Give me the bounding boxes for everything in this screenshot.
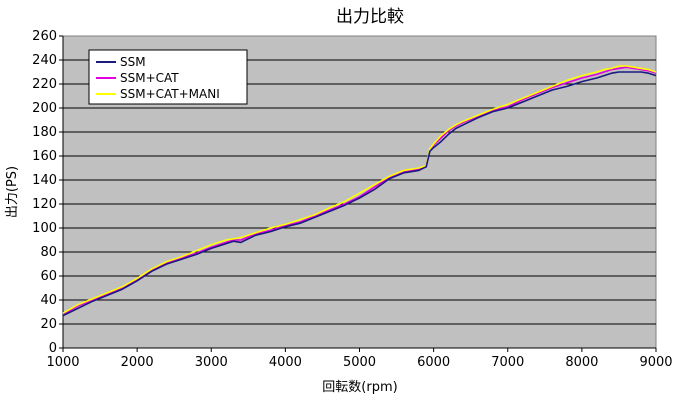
y-tick-label: 80 [40,245,57,260]
x-tick-label: 5000 [343,355,376,370]
legend: SSM SSM+CAT SSM+CAT+MANI [88,49,248,105]
y-tick-label: 180 [32,125,57,140]
y-tick-label: 40 [40,293,57,308]
x-axis-ticks: 1000 2000 3000 4000 5000 6000 7000 8000 9000 [46,36,673,370]
x-tick-label: 7000 [491,355,524,370]
x-tick-label: 3000 [195,355,228,370]
legend-label: SSM [120,55,146,69]
y-tick-label: 160 [32,149,57,164]
x-tick-label: 1000 [46,355,79,370]
legend-label: SSM+CAT [120,71,179,85]
series-line-0 [62,71,657,317]
y-axis-label: 出力(PS) [5,166,20,218]
x-tick-label: 2000 [121,355,154,370]
y-tick-label: 240 [32,53,57,68]
x-tick-label: 6000 [417,355,450,370]
series-lines [62,65,657,317]
y-tick-label: 260 [32,29,57,44]
y-tick-label: 220 [32,77,57,92]
x-tick-label: 9000 [639,355,672,370]
chart-title: 出力比較 [336,7,404,27]
y-tick-label: 120 [32,197,57,212]
gridlines [63,59,656,325]
y-tick-label: 0 [49,341,57,356]
series-line-2 [62,65,657,314]
series-line-1 [62,66,657,316]
y-tick-label: 60 [40,269,57,284]
legend-label: SSM+CAT+MANI [120,87,220,101]
y-tick-label: 200 [32,101,57,116]
x-tick-label: 8000 [565,355,598,370]
y-axis-ticks: 0 20 40 60 80 100 120 140 160 180 200 220 240 260 [32,29,63,356]
y-tick-label: 20 [40,317,57,332]
x-axis-label: 回転数(rpm) [322,380,397,395]
x-tick-label: 4000 [269,355,302,370]
y-tick-label: 100 [32,221,57,236]
y-tick-label: 140 [32,173,57,188]
